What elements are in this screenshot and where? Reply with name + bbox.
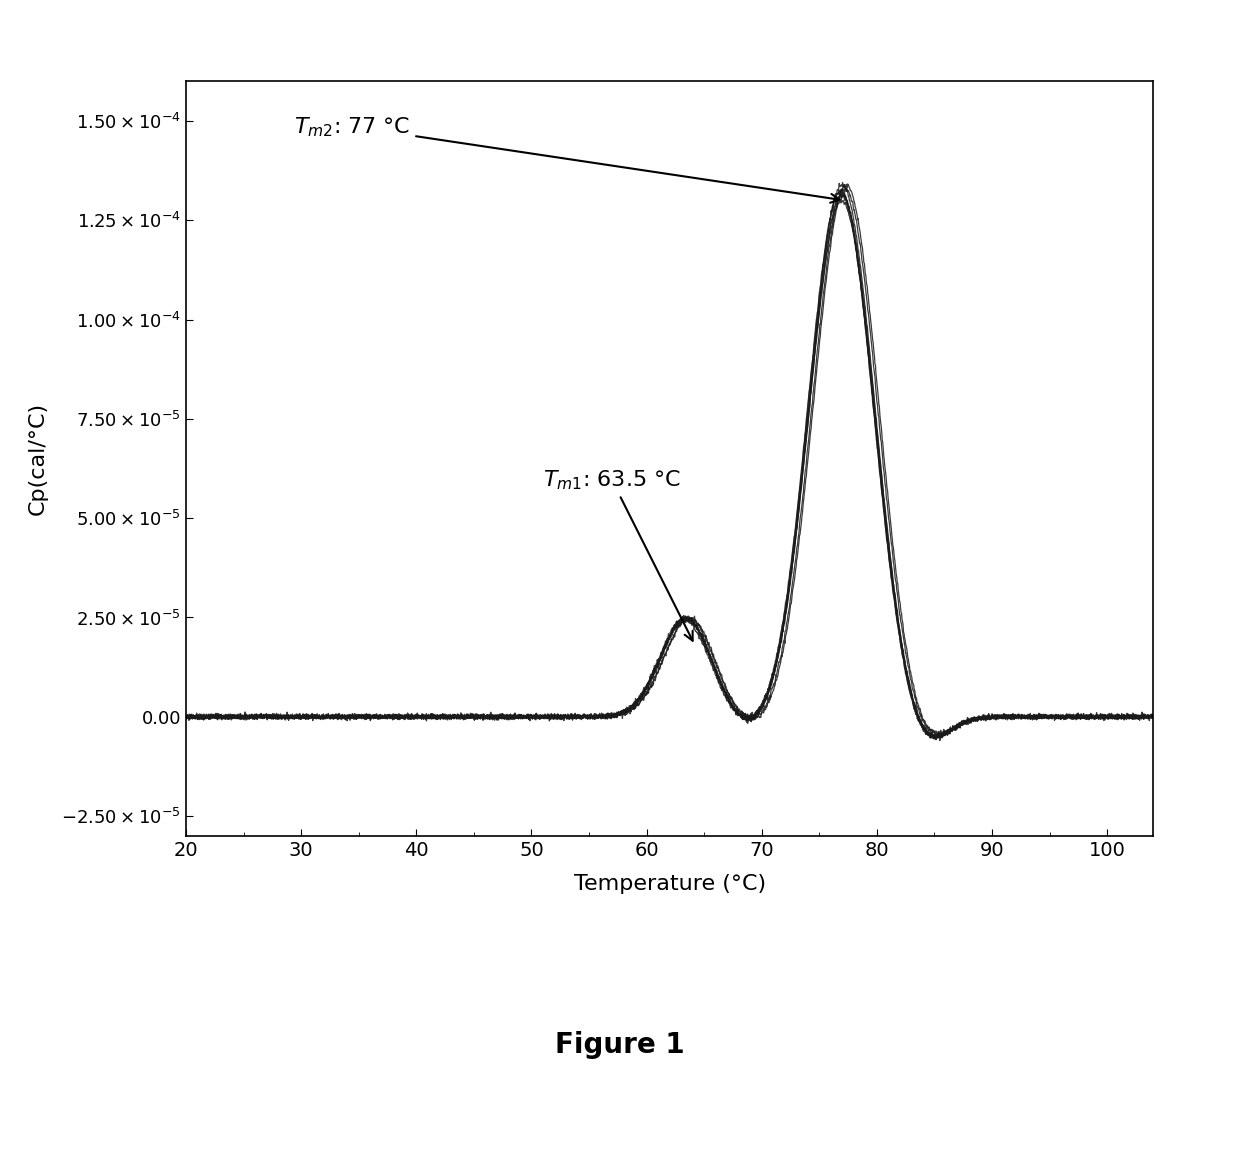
X-axis label: Temperature (°C): Temperature (°C) bbox=[574, 874, 765, 894]
Text: $T_{m1}$: 63.5 °C: $T_{m1}$: 63.5 °C bbox=[543, 468, 693, 641]
Text: $T_{m2}$: 77 °C: $T_{m2}$: 77 °C bbox=[294, 115, 839, 203]
Text: Figure 1: Figure 1 bbox=[556, 1031, 684, 1059]
Y-axis label: Cp(cal/°C): Cp(cal/°C) bbox=[27, 402, 47, 515]
